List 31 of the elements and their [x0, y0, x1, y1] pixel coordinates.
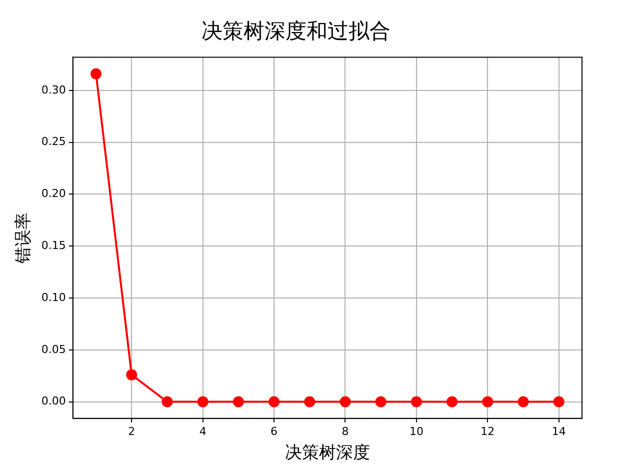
- point: [446, 396, 458, 408]
- point: [410, 396, 422, 408]
- point: [90, 68, 102, 80]
- x-tick-label: 4: [199, 424, 206, 438]
- x-tick-label: 8: [342, 424, 349, 438]
- chart-title: 决策树深度和过拟合: [202, 19, 390, 44]
- point: [126, 369, 138, 380]
- x-tick-label: 12: [480, 424, 495, 438]
- y-tick-label: 0.05: [41, 342, 66, 356]
- y-tick-label: 0.20: [41, 187, 66, 200]
- y-axis-title: 错误率: [14, 212, 34, 264]
- point: [482, 396, 494, 408]
- y-tick-label: 0.10: [41, 290, 66, 304]
- point: [375, 396, 386, 408]
- point: [232, 396, 244, 408]
- y-tick-label: 0.00: [41, 394, 66, 408]
- x-tick-label: 6: [270, 424, 278, 438]
- y-tick-label: 0.25: [41, 135, 66, 148]
- x-axis-title: 决策树深度: [284, 443, 370, 464]
- point: [340, 396, 351, 408]
- x-tick-label: 14: [552, 424, 566, 438]
- point: [553, 396, 564, 408]
- point: [197, 396, 208, 408]
- x-tick-label: 10: [409, 424, 424, 438]
- y-tick-label: 0.30: [41, 83, 66, 96]
- x-tick-label: 2: [128, 424, 136, 438]
- point: [304, 396, 316, 408]
- point: [268, 396, 280, 408]
- y-tick-label: 0.15: [41, 238, 66, 252]
- point: [162, 396, 173, 408]
- point: [518, 396, 529, 408]
